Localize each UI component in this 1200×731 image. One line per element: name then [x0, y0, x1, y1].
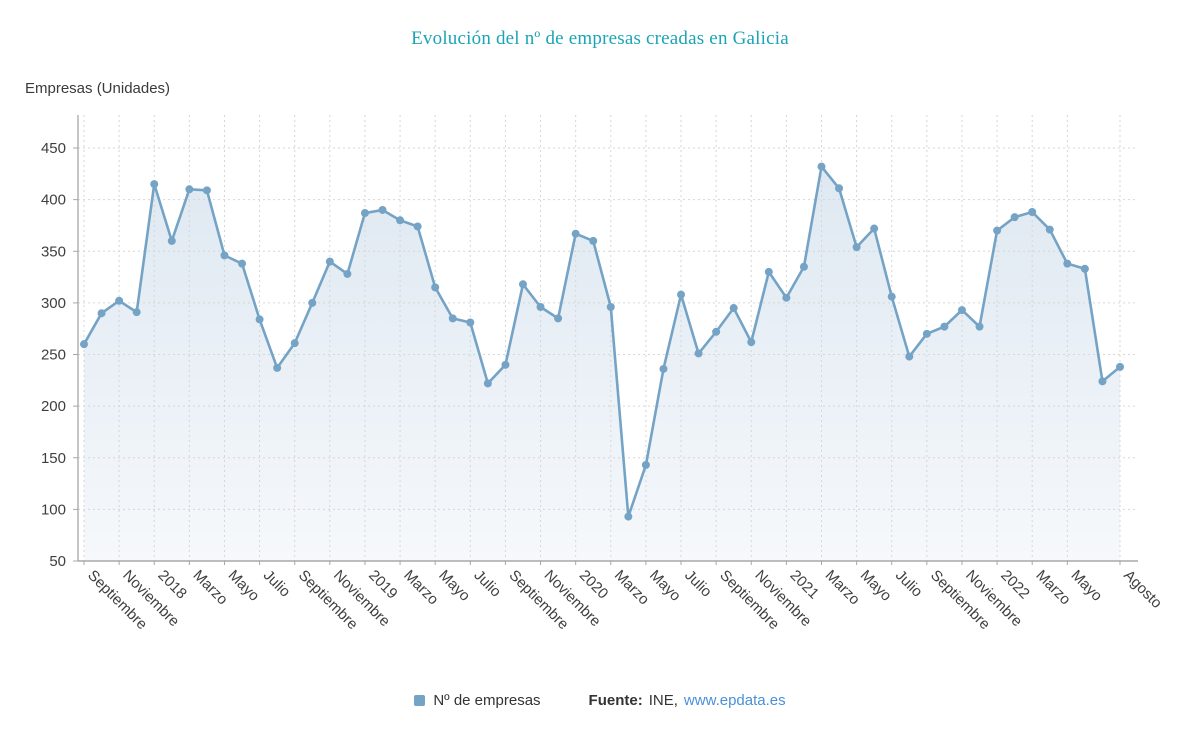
data-point-marker	[97, 309, 106, 318]
y-axis-tick-label: 250	[41, 347, 66, 364]
data-point-marker	[501, 360, 510, 369]
data-point-marker	[975, 322, 984, 331]
x-axis-tick-label: Mayo	[857, 567, 895, 605]
data-point-marker	[624, 512, 633, 521]
x-axis-tick-label: Marzo	[190, 567, 231, 608]
data-point-marker	[799, 262, 808, 271]
data-point-marker	[536, 303, 545, 312]
data-point-marker	[1098, 377, 1107, 386]
data-point-marker	[1080, 264, 1089, 273]
data-point-marker	[659, 364, 668, 373]
data-point-marker	[957, 306, 966, 315]
x-axis-tick-label: Julio	[470, 567, 504, 601]
data-point-marker	[185, 185, 194, 194]
y-axis-tick-label: 100	[41, 501, 66, 518]
data-point-marker	[202, 186, 211, 195]
data-point-marker	[325, 257, 334, 266]
y-axis-tick-label: 200	[41, 398, 66, 415]
data-point-marker	[273, 363, 282, 372]
data-point-marker	[360, 209, 369, 218]
data-point-marker	[80, 340, 88, 349]
x-axis-tick-label: Julio	[260, 567, 294, 601]
data-point-marker	[747, 338, 756, 347]
data-point-marker	[396, 216, 405, 225]
data-point-marker	[150, 180, 159, 189]
data-point-marker	[870, 224, 879, 233]
data-point-marker	[255, 315, 264, 324]
data-point-marker	[518, 280, 527, 289]
data-point-marker	[817, 162, 826, 171]
data-point-marker	[993, 226, 1002, 235]
data-point-marker	[115, 296, 124, 305]
data-point-marker	[167, 236, 176, 245]
data-point-marker	[589, 236, 598, 245]
y-axis-tick-label: 350	[41, 243, 66, 260]
data-point-marker	[852, 243, 861, 252]
data-point-marker	[729, 304, 738, 313]
area-fill	[84, 166, 1120, 561]
source-label: Fuente:	[588, 692, 643, 709]
legend-series-label: Nº de empresas	[433, 692, 541, 709]
y-axis-tick-label: 150	[41, 450, 66, 467]
data-point-marker	[413, 222, 422, 231]
x-axis-tick-label: Marzo	[400, 567, 441, 608]
x-axis-tick-label: Marzo	[822, 567, 863, 608]
data-point-marker	[764, 267, 773, 276]
x-axis-tick-label: Mayo	[646, 567, 684, 605]
data-point-marker	[887, 292, 896, 301]
x-axis-tick-label: Marzo	[611, 567, 652, 608]
data-point-marker	[343, 269, 352, 278]
data-point-marker	[606, 303, 615, 312]
x-axis-tick-label: Agosto	[1120, 567, 1165, 612]
data-point-marker	[922, 329, 931, 338]
data-point-marker	[448, 314, 457, 323]
data-point-marker	[1010, 213, 1019, 222]
x-axis-tick-label: Mayo	[1067, 567, 1105, 605]
y-axis-tick-label: 300	[41, 295, 66, 312]
source-link[interactable]: www.epdata.es	[683, 692, 786, 709]
source-value: INE,	[648, 692, 678, 709]
data-point-marker	[694, 349, 703, 358]
x-axis-tick-label: Mayo	[225, 567, 263, 605]
x-axis-tick-label: Julio	[681, 567, 715, 601]
data-point-marker	[238, 259, 247, 268]
data-point-marker	[431, 283, 440, 292]
data-point-marker	[571, 229, 580, 238]
chart-footer: Nº de empresas Fuente: INE, www.epdata.e…	[0, 692, 1200, 709]
data-point-marker	[835, 184, 844, 193]
line-series	[82, 165, 1122, 518]
data-point-marker	[132, 308, 141, 317]
data-point-marker	[220, 251, 229, 260]
data-point-marker	[466, 318, 475, 327]
y-axis-tick-label: 450	[41, 140, 66, 157]
data-point-marker	[641, 460, 650, 469]
y-axis-tick-label: 400	[41, 192, 66, 209]
y-axis-tick-label: 50	[49, 553, 66, 570]
data-point-marker	[905, 352, 914, 361]
data-point-marker	[483, 379, 492, 388]
page-title: Evolución del nº de empresas creadas en …	[411, 28, 789, 49]
data-point-marker	[378, 205, 387, 214]
data-point-marker	[782, 293, 791, 302]
x-axis-tick-label: Marzo	[1032, 567, 1073, 608]
data-point-marker	[308, 298, 317, 307]
data-point-marker	[1028, 208, 1037, 217]
data-point-marker	[677, 290, 686, 299]
legend-swatch-icon	[414, 695, 426, 706]
data-point-marker	[712, 327, 721, 336]
y-axis-unit-label: Empresas (Unidades)	[25, 80, 171, 97]
x-axis-tick-label: Mayo	[435, 567, 473, 605]
data-point-marker	[1045, 225, 1054, 234]
data-point-marker	[1116, 362, 1124, 371]
data-point-marker	[940, 322, 949, 331]
data-point-marker	[290, 339, 299, 348]
data-point-marker	[1063, 259, 1072, 268]
data-point-marker	[554, 314, 563, 323]
x-axis-tick-label: Julio	[892, 567, 926, 601]
